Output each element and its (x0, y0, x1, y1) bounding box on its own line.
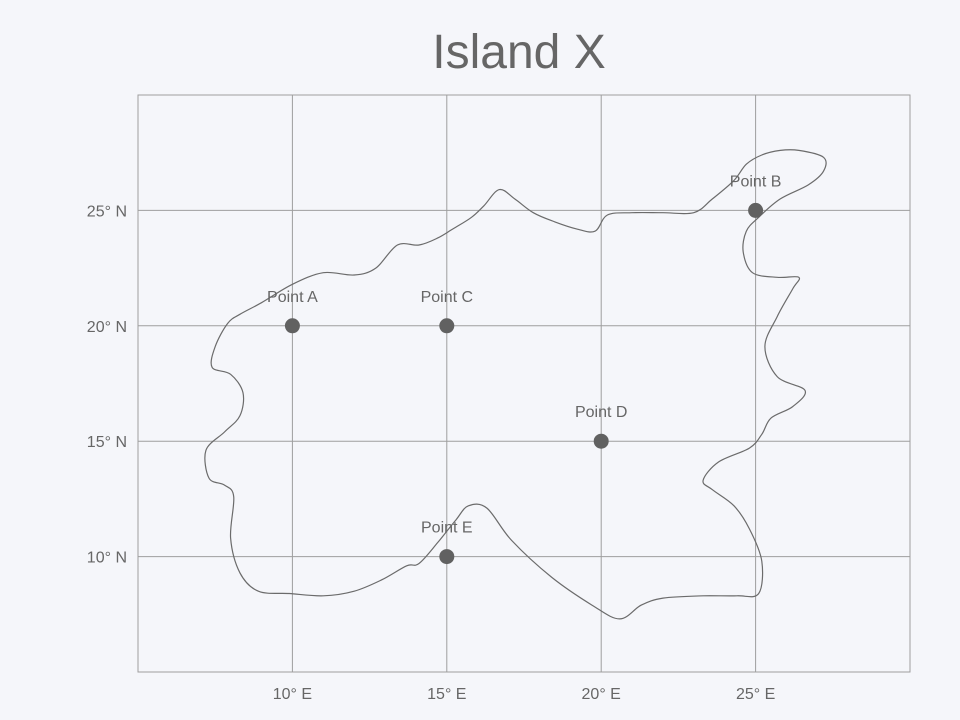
point-dot[interactable] (593, 433, 609, 449)
point-dot[interactable] (748, 202, 764, 218)
point-label: Point E (421, 520, 473, 537)
y-tick-label: 20° N (87, 319, 127, 336)
point-d-marker[interactable]: Point D (575, 404, 627, 449)
point-dot[interactable] (439, 318, 455, 334)
point-label: Point C (421, 289, 473, 306)
x-tick-label: 15° E (427, 686, 466, 703)
point-label: Point B (730, 173, 782, 190)
map-frame (137, 94, 911, 673)
points-layer: Point A Point B Point C Point D Point E (267, 173, 782, 565)
point-e-marker[interactable]: Point E (421, 520, 473, 565)
point-dot[interactable] (439, 549, 455, 565)
x-tick-label: 25° E (736, 686, 775, 703)
point-a-marker[interactable]: Point A (267, 289, 318, 334)
point-label: Point A (267, 289, 318, 306)
graticule (137, 94, 911, 673)
x-tick-label: 10° E (273, 686, 312, 703)
x-tick-label: 20° E (582, 686, 621, 703)
y-tick-label: 15° N (87, 434, 127, 451)
point-c-marker[interactable]: Point C (421, 289, 473, 334)
coastline-layer (204, 149, 827, 620)
tick-labels: 10° E 15° E 20° E 25° E 10° N 15° N 20° N 25° N (87, 203, 775, 703)
point-b-marker[interactable]: Point B (730, 173, 782, 218)
map-title: Island X (432, 26, 605, 79)
point-dot[interactable] (284, 318, 300, 334)
y-tick-label: 10° N (87, 550, 127, 567)
island-coastline (204, 149, 827, 620)
y-tick-label: 25° N (87, 203, 127, 220)
point-label: Point D (575, 404, 627, 421)
